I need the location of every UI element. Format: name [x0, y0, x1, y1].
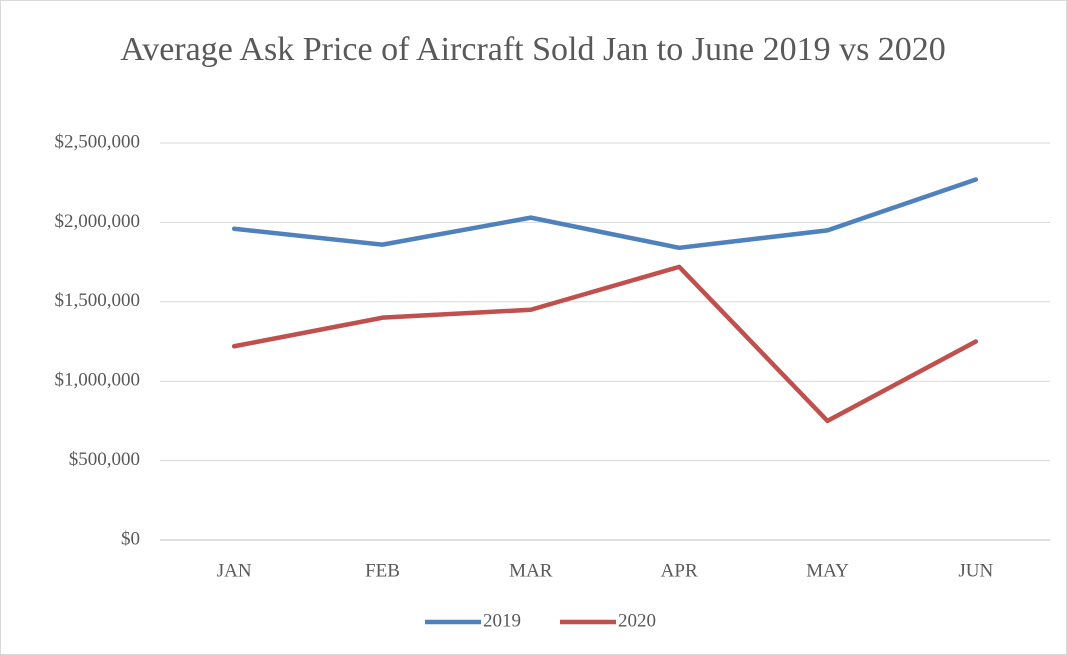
x-tick-label: JUN — [958, 560, 993, 581]
series-line — [231, 177, 979, 251]
x-tick-label: MAR — [509, 560, 553, 581]
y-tick-label: $1,500,000 — [55, 290, 141, 311]
chart-title: Average Ask Price of Aircraft Sold Jan t… — [120, 31, 946, 68]
y-tick-label: $500,000 — [69, 449, 140, 470]
y-tick-label: $2,500,000 — [55, 131, 141, 152]
legend-label: 2020 — [618, 610, 656, 631]
x-tick-label: FEB — [365, 560, 400, 581]
series-line — [231, 264, 979, 424]
x-tick-label: MAY — [806, 560, 849, 581]
y-tick-label: $1,000,000 — [55, 370, 141, 391]
legend-label: 2019 — [483, 610, 521, 631]
y-tick-label: $0 — [121, 528, 140, 549]
x-tick-label: APR — [661, 560, 698, 581]
y-tick-label: $2,000,000 — [55, 211, 141, 232]
x-tick-label: JAN — [217, 560, 252, 581]
